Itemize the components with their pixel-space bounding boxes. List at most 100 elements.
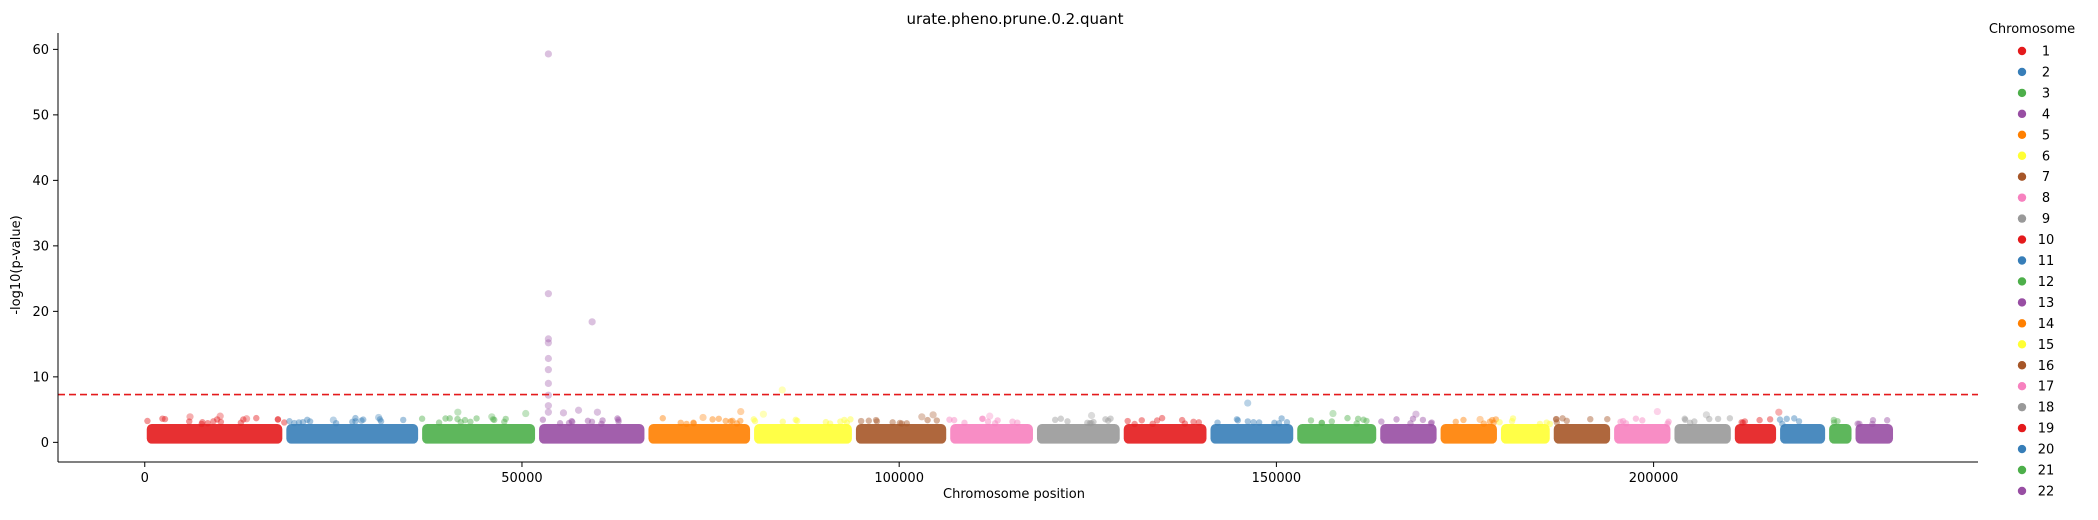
outlier-point xyxy=(1244,399,1252,407)
snp-point xyxy=(709,416,716,423)
chromosome-band-2 xyxy=(286,424,419,444)
outlier-point xyxy=(1775,408,1783,416)
snp-point xyxy=(1234,417,1242,424)
snp-point xyxy=(1057,415,1065,422)
snp-point xyxy=(1834,417,1841,425)
legend-label: 2 xyxy=(2042,65,2050,80)
snp-point xyxy=(961,419,968,427)
outlier-point xyxy=(759,410,767,418)
snp-point xyxy=(210,418,217,425)
snp-point xyxy=(1407,420,1414,427)
x-axis-label: Chromosome position xyxy=(943,487,1085,502)
snp-point xyxy=(1427,420,1435,427)
snp-point xyxy=(1158,414,1166,422)
snp-point xyxy=(1353,420,1360,427)
outlier-point xyxy=(737,407,745,416)
snp-point xyxy=(1714,415,1722,423)
snp-point xyxy=(1536,420,1544,428)
outlier-point xyxy=(986,412,994,420)
x-tick-label: 200000 xyxy=(1629,471,1679,486)
chromosome-band-21 xyxy=(1829,424,1852,444)
snp-point xyxy=(161,415,169,423)
legend-label: 14 xyxy=(2038,317,2055,332)
snp-point xyxy=(1419,416,1427,424)
x-tick-label: 150000 xyxy=(1252,471,1302,486)
legend-label: 22 xyxy=(2038,484,2055,499)
snp-point xyxy=(1090,418,1097,426)
snp-point xyxy=(1102,416,1109,423)
legend-marker xyxy=(2017,130,2027,139)
legend-marker xyxy=(2017,382,2027,391)
snp-point xyxy=(599,417,606,424)
snp-point xyxy=(1632,415,1640,422)
outlier-point xyxy=(375,413,383,422)
snp-point xyxy=(281,419,288,426)
chromosome-band-19 xyxy=(1734,424,1777,444)
outlier-point xyxy=(544,354,552,363)
chromosome-band-1 xyxy=(146,424,283,444)
snp-point xyxy=(873,418,881,425)
snp-point xyxy=(569,418,576,426)
legend-label: 6 xyxy=(2042,149,2050,164)
snp-point xyxy=(237,419,245,426)
snp-point xyxy=(360,416,367,423)
outlier-point xyxy=(1653,407,1661,416)
outlier-point xyxy=(918,413,926,421)
snp-point xyxy=(1244,418,1252,425)
outlier-point xyxy=(544,50,552,58)
snp-point xyxy=(690,419,697,426)
snp-point xyxy=(1509,415,1517,422)
snp-point xyxy=(979,415,986,423)
chromosome-band-7 xyxy=(855,424,947,444)
outlier-point xyxy=(1702,411,1711,419)
snp-point xyxy=(1181,420,1189,427)
chromosome-band-12 xyxy=(1297,424,1377,444)
snp-point xyxy=(1622,420,1630,427)
snp-point xyxy=(1190,418,1197,425)
snp-point xyxy=(1543,419,1550,426)
outlier-point xyxy=(929,411,937,419)
snp-point xyxy=(144,417,151,425)
snp-point xyxy=(198,420,205,428)
chromosome-band-17 xyxy=(1614,424,1671,444)
snp-point xyxy=(1009,418,1016,425)
snp-point xyxy=(1480,420,1488,427)
snp-point xyxy=(400,416,407,424)
outlier-point xyxy=(559,409,568,417)
legend-label: 16 xyxy=(2038,359,2055,374)
snp-point xyxy=(1363,417,1370,425)
snp-point xyxy=(1214,419,1221,426)
snp-point xyxy=(240,416,247,423)
legend-label: 20 xyxy=(2038,443,2055,458)
snp-point xyxy=(1084,419,1091,427)
y-axis-label: -log10(p-value) xyxy=(9,215,24,314)
snp-point xyxy=(946,416,953,423)
legend-label: 3 xyxy=(2042,86,2050,101)
y-tick-label: 10 xyxy=(32,370,49,385)
snp-point xyxy=(1691,418,1698,425)
snp-point xyxy=(991,420,999,427)
snp-point xyxy=(491,416,498,424)
snp-point xyxy=(615,416,622,423)
snp-point xyxy=(598,420,605,427)
snp-point xyxy=(1318,419,1325,427)
snp-point xyxy=(332,419,340,427)
legend-label: 7 xyxy=(2042,170,2050,185)
snp-point xyxy=(1124,417,1131,425)
snp-point xyxy=(217,418,225,426)
legend-marker xyxy=(2017,361,2027,370)
snp-point xyxy=(715,415,722,422)
snp-point xyxy=(568,417,575,425)
snp-point xyxy=(1869,417,1877,424)
y-tick-label: 60 xyxy=(32,43,49,58)
chromosome-band-18 xyxy=(1674,424,1731,444)
legend-label: 5 xyxy=(2042,128,2050,143)
legend-marker xyxy=(2017,193,2027,202)
legend-label: 17 xyxy=(2038,380,2055,395)
snp-point xyxy=(826,420,834,427)
legend-marker xyxy=(2017,256,2027,265)
snp-point xyxy=(847,416,854,423)
outlier-point xyxy=(1476,415,1484,424)
snp-point xyxy=(1726,415,1734,422)
